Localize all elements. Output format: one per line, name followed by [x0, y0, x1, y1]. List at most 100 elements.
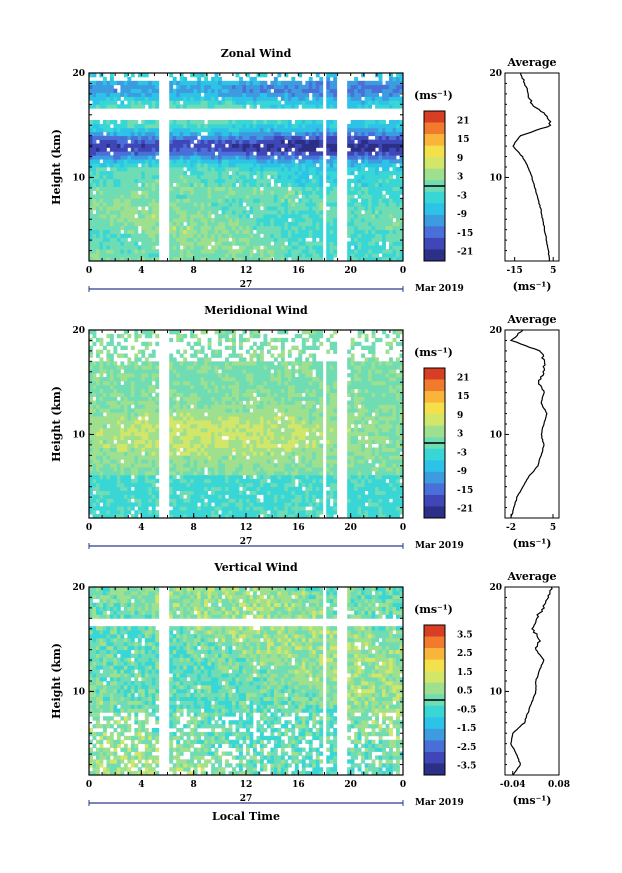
- x-tick-label: 0: [400, 523, 406, 533]
- colorbar-tick-label: -9: [457, 210, 467, 220]
- panel-1: Zonal Wind 20 10 Height (km) 0 4 8 12 16 20 0 27 Mar…: [50, 47, 560, 294]
- colorbar-tick-label: -9: [457, 467, 467, 477]
- profile-y-tick-label: 10: [489, 173, 502, 183]
- date-tick-label: 27: [240, 280, 253, 290]
- colorbar-tick-label: 0.5: [457, 687, 473, 697]
- colorbar-tick-label: 1.5: [457, 668, 473, 678]
- x-tick-label: 20: [344, 780, 357, 790]
- profile-panel: Average 20 10 -2 5 (ms⁻¹): [489, 313, 560, 550]
- colorbar-tick-label: -3: [457, 448, 467, 458]
- y-tick-label: 10: [72, 687, 85, 697]
- profile-title: Average: [506, 313, 556, 326]
- x-tick-label: 0: [400, 266, 406, 276]
- y-tick-label: 20: [72, 583, 85, 593]
- x-tick-label: 8: [191, 266, 197, 276]
- x-tick-label: 12: [240, 780, 253, 790]
- profile-line: [509, 329, 548, 519]
- colorbar-tick-label: -0.5: [457, 705, 476, 715]
- colorbar-tick-label: -15: [457, 486, 473, 496]
- x-tick-label: 16: [292, 780, 305, 790]
- colorbar-tick-label: -3.5: [457, 762, 476, 772]
- x-tick-label: 0: [86, 266, 92, 276]
- y-axis-label: Height (km): [50, 129, 63, 205]
- y-tick-label: 20: [72, 69, 85, 79]
- profile-y-tick-label: 10: [489, 430, 502, 440]
- x-tick-label: 16: [292, 523, 305, 533]
- y-axis-label: Height (km): [50, 386, 63, 462]
- x-tick-label: 4: [138, 523, 144, 533]
- x-tick-label: 12: [240, 266, 253, 276]
- colorbar-tick-label: 2.5: [457, 649, 473, 659]
- heatmap-cells: [89, 73, 404, 262]
- profile-x-tick-label: 5: [550, 266, 556, 276]
- profile-title: Average: [506, 56, 556, 69]
- colorbar-tick-label: -3: [457, 191, 467, 201]
- colorbar-tick-label: 9: [457, 411, 463, 421]
- profile-y-tick-label: 20: [489, 326, 502, 336]
- x-tick-label: 8: [191, 780, 197, 790]
- colorbar: (ms⁻¹) 21 15 9 3 -3 -9 -15 -21: [414, 346, 473, 519]
- profile-x-label: (ms⁻¹): [513, 794, 552, 807]
- panel-3: Vertical Wind 20 10 Height (km) 0 4 8 12 16 20 0 27…: [50, 561, 570, 823]
- y-axis-label: Height (km): [50, 643, 63, 719]
- y-tick-label: 10: [72, 173, 85, 183]
- colorbar: (ms⁻¹) 21 15 9 3 -3 -9 -15 -21: [414, 89, 473, 262]
- heatmap-cells: [89, 587, 404, 776]
- colorbar-tick-label: -2.5: [457, 743, 476, 753]
- x-tick-label: 0: [86, 523, 92, 533]
- colorbar-tick-label: 21: [457, 116, 470, 126]
- x-tick-label: 4: [138, 780, 144, 790]
- x-tick-label: 0: [400, 780, 406, 790]
- x-tick-label: 8: [191, 523, 197, 533]
- colorbar-tick-label: 15: [457, 392, 470, 402]
- colorbar-tick-label: -21: [457, 248, 473, 258]
- date-label: Mar 2019: [415, 284, 464, 294]
- profile-y-tick-label: 20: [489, 69, 502, 79]
- profile-y-tick-label: 20: [489, 583, 502, 593]
- colorbar-unit: (ms⁻¹): [414, 346, 453, 359]
- profile-panel: Average 20 10 -0.04 0.08 (ms⁻¹): [489, 570, 569, 807]
- colorbar-tick-label: 3.5: [457, 630, 473, 640]
- colorbar-tick-label: -1.5: [457, 724, 476, 734]
- profile-x-tick-label: -2: [506, 523, 516, 533]
- y-tick-label: 20: [72, 326, 85, 336]
- heatmap-cells: [89, 330, 404, 519]
- date-label: Mar 2019: [415, 541, 464, 551]
- profile-x-tick-label: 0.08: [548, 780, 570, 790]
- colorbar-tick-label: -21: [457, 505, 473, 515]
- x-tick-label: 20: [344, 523, 357, 533]
- panel-title: Zonal Wind: [221, 47, 292, 60]
- date-tick-label: 27: [240, 794, 253, 804]
- x-tick-label: 12: [240, 523, 253, 533]
- colorbar-tick-label: 3: [457, 430, 463, 440]
- profile-x-tick-label: 5: [550, 523, 556, 533]
- profile-x-label: (ms⁻¹): [513, 280, 552, 293]
- colorbar-tick-label: 9: [457, 154, 463, 164]
- profile-title: Average: [506, 570, 556, 583]
- profile-x-tick-label: -0.04: [500, 780, 526, 790]
- x-axis-label: Local Time: [212, 810, 280, 823]
- colorbar-tick-label: 3: [457, 173, 463, 183]
- colorbar-tick-label: 21: [457, 373, 470, 383]
- panel-title: Vertical Wind: [213, 561, 298, 574]
- panel-2: Meridional Wind 20 10 Height (km) 0 4 8 12 16 20 0…: [50, 304, 560, 551]
- x-tick-label: 20: [344, 266, 357, 276]
- colorbar-unit: (ms⁻¹): [414, 603, 453, 616]
- x-tick-label: 4: [138, 266, 144, 276]
- colorbar-tick-label: 15: [457, 135, 470, 145]
- x-tick-label: 16: [292, 266, 305, 276]
- colorbar: (ms⁻¹) 3.5 2.5 1.5 0.5 -0.5 -1.5 -2.5 -3.5: [414, 603, 476, 776]
- profile-panel: Average 20 10 -15 5 (ms⁻¹): [489, 56, 560, 293]
- y-tick-label: 10: [72, 430, 85, 440]
- profile-line: [510, 586, 553, 776]
- profile-y-tick-label: 10: [489, 687, 502, 697]
- profile-x-label: (ms⁻¹): [513, 537, 552, 550]
- colorbar-tick-label: -15: [457, 229, 473, 239]
- profile-frame: [504, 329, 560, 519]
- date-tick-label: 27: [240, 537, 253, 547]
- x-tick-label: 0: [86, 780, 92, 790]
- profile-line: [512, 72, 552, 262]
- colorbar-unit: (ms⁻¹): [414, 89, 453, 102]
- profile-x-tick-label: -15: [507, 266, 523, 276]
